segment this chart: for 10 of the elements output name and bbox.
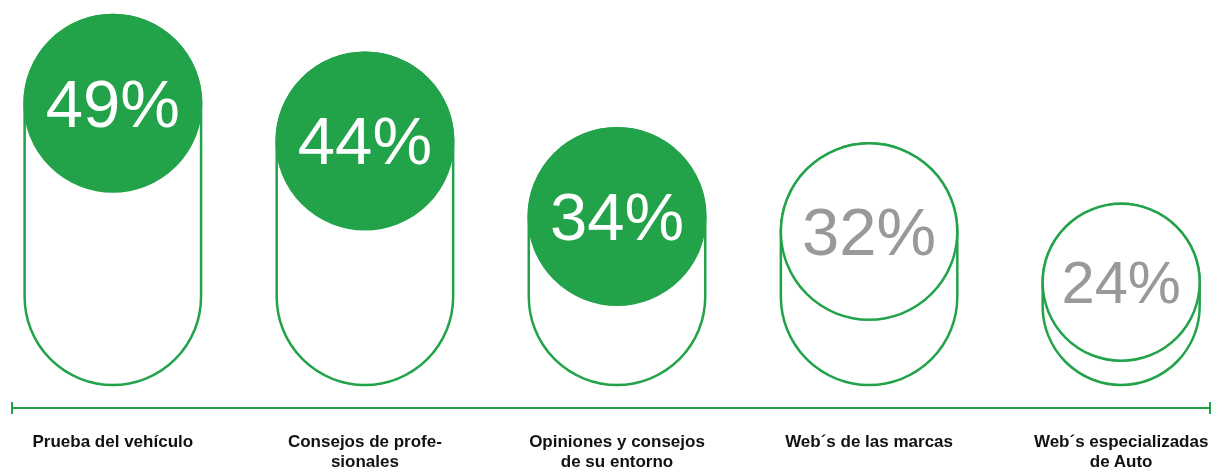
x-tick-label: Prueba del vehículo [32,432,194,451]
x-tick-label: Web´s de las marcas [785,432,954,451]
data-label: 49% [45,65,180,141]
x-tick-label: Opiniones y consejos de su entorno [529,432,705,471]
data-label: 34% [549,178,685,254]
data-label: 32% [801,194,937,270]
data-label: 24% [1061,248,1181,316]
x-tick-label: Consejos de profe- sionales [287,432,442,471]
data-label: 44% [297,103,433,179]
x-tick-label: Web´s especializadas de Auto [1033,432,1209,471]
